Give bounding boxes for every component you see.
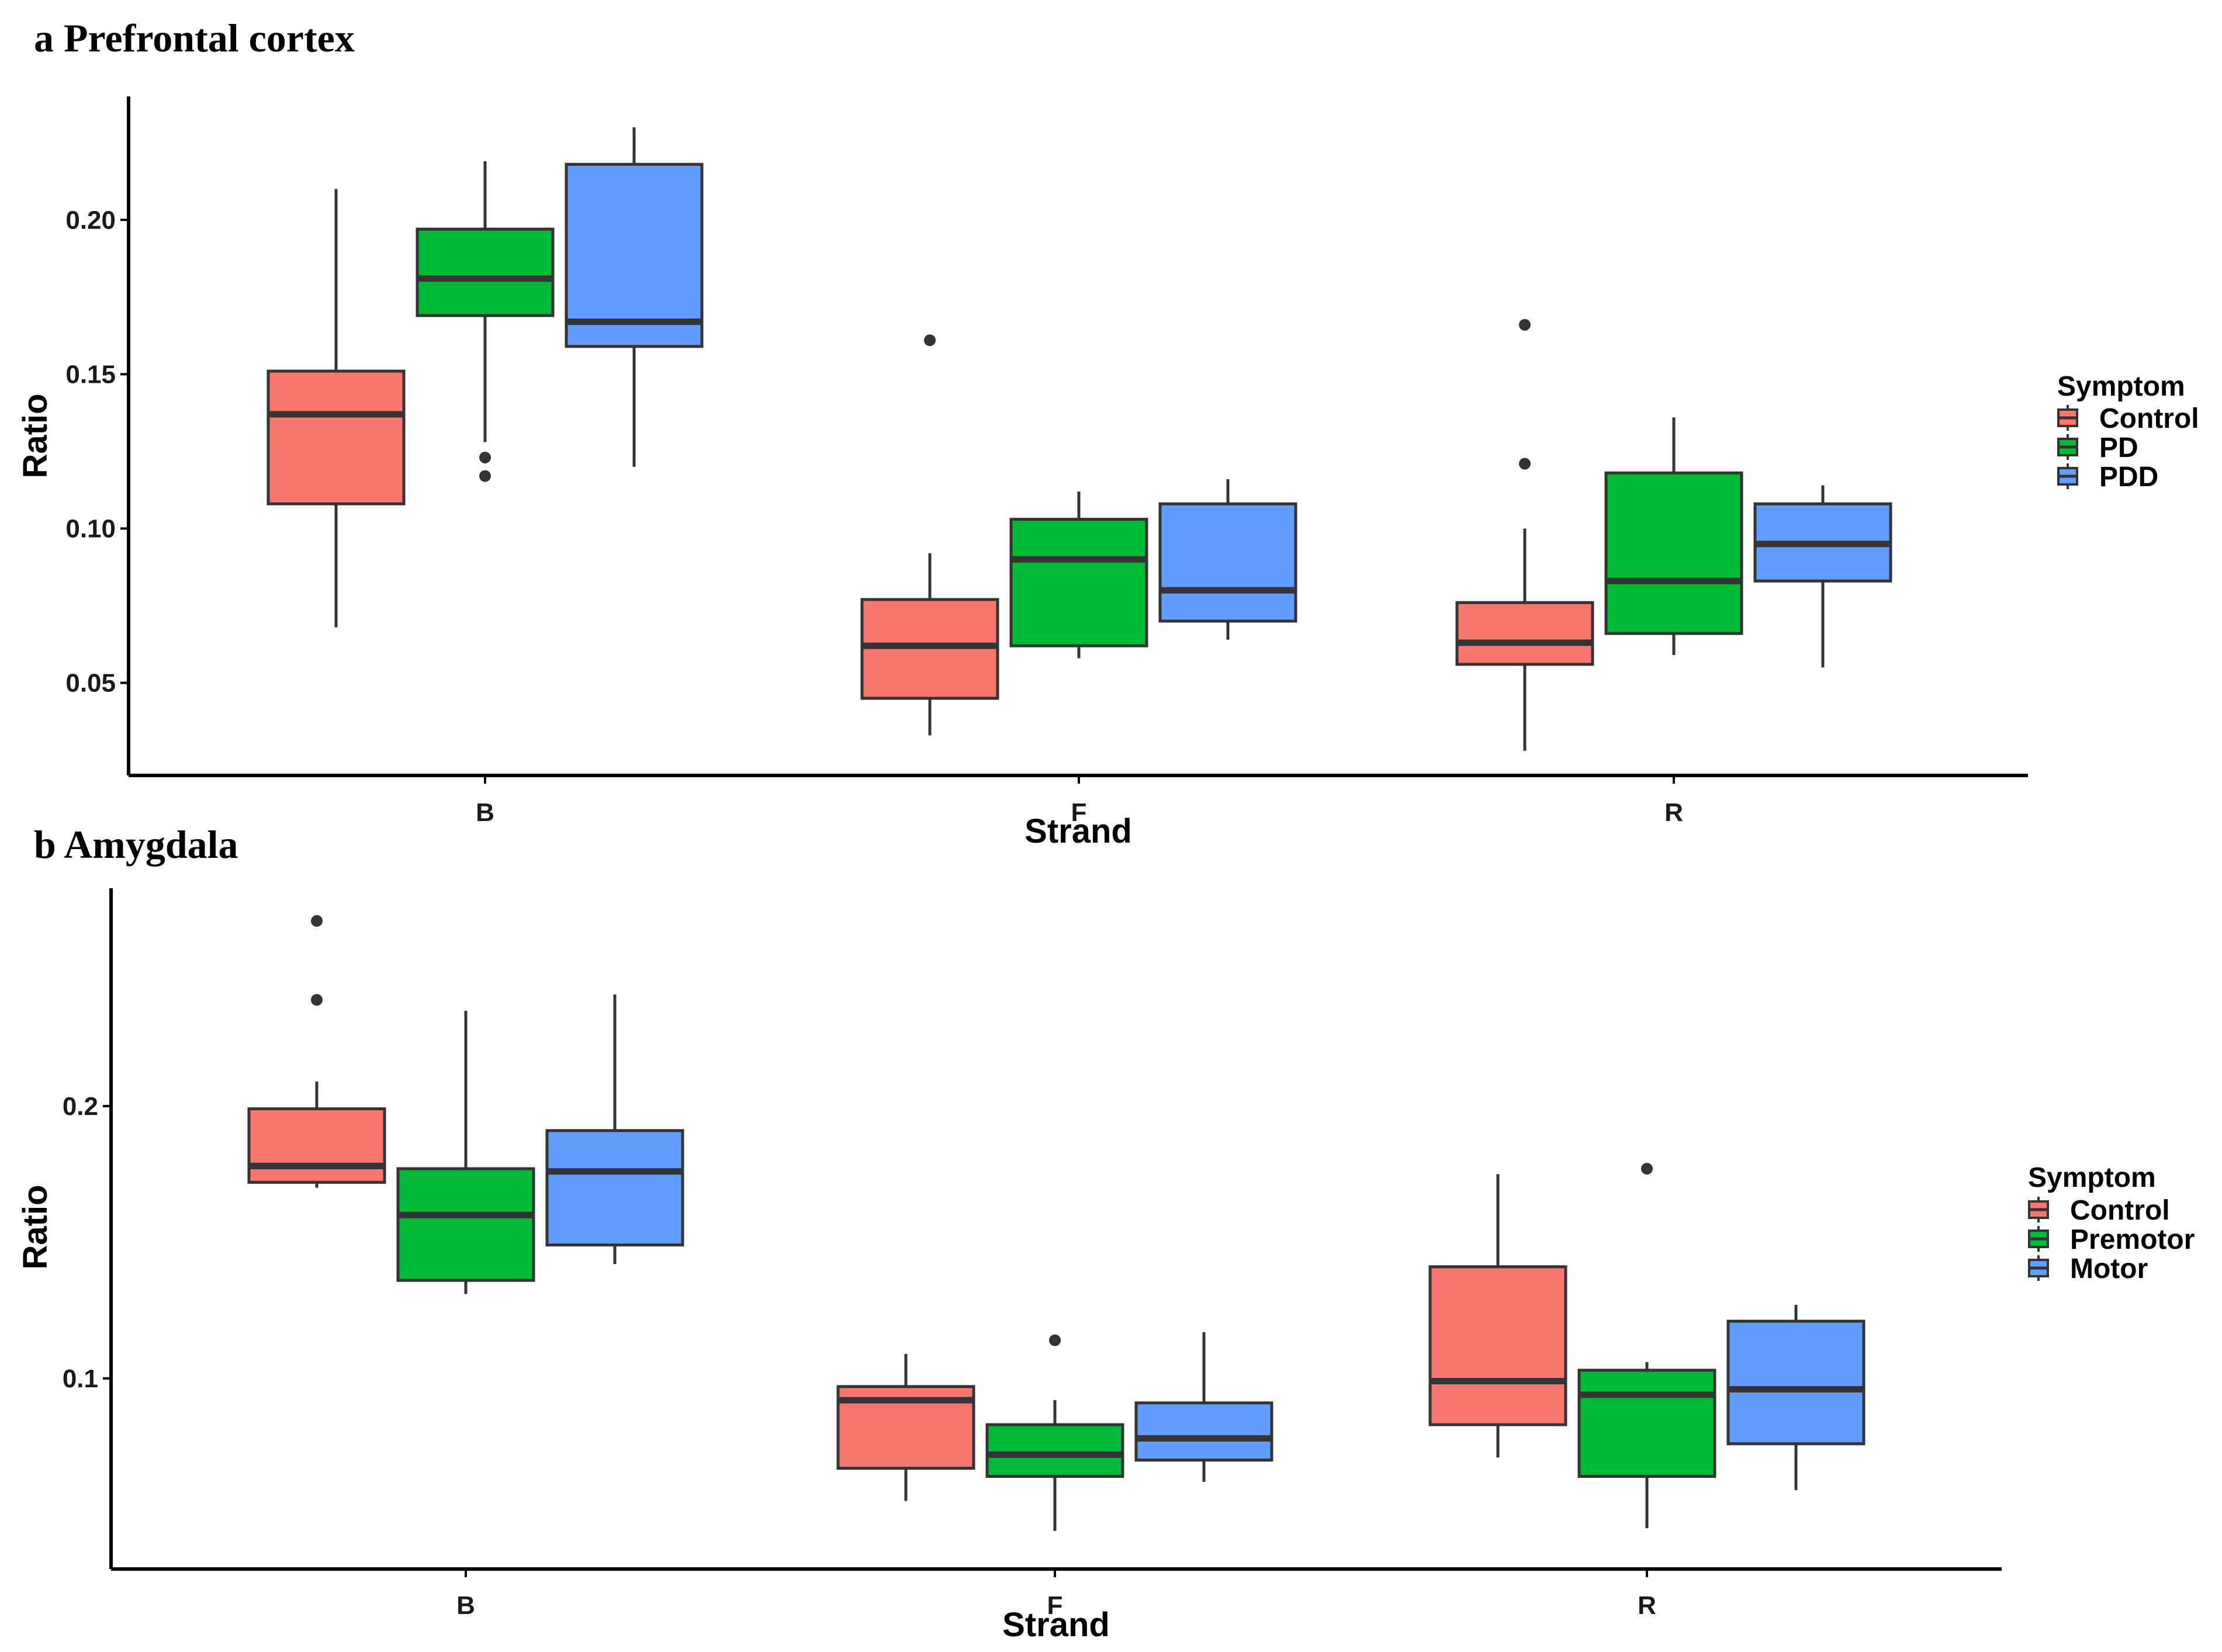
outlier-point bbox=[924, 334, 936, 347]
box-control-r bbox=[1428, 1174, 1567, 1457]
outlier-point bbox=[1049, 1334, 1061, 1346]
box-body bbox=[247, 1107, 386, 1184]
legend-item-pd: PD bbox=[2057, 432, 2138, 463]
box-control-f bbox=[836, 1353, 975, 1501]
panel-a-plot-area: 0.05 0.10 0.15 0.20 B F R bbox=[65, 127, 1892, 827]
box-premotor-b bbox=[396, 1010, 535, 1294]
box-control-b bbox=[247, 915, 386, 1188]
box-body bbox=[1455, 601, 1594, 666]
legend-label: Control bbox=[2070, 1195, 2170, 1226]
y-tick-label: 0.15 bbox=[65, 360, 116, 389]
panel-a-title: a Prefrontal cortex bbox=[34, 16, 355, 60]
panel-amygdala: b Amygdala 0.1 0.2 B F R Strand Ratio Sympto… bbox=[16, 822, 2195, 1644]
box-body bbox=[1604, 471, 1743, 635]
box-premotor-f bbox=[985, 1334, 1124, 1531]
y-tick-label: 0.10 bbox=[65, 514, 116, 543]
legend-item-premotor: Premotor bbox=[2028, 1224, 2195, 1255]
legend-label: Motor bbox=[2070, 1253, 2148, 1284]
panel-prefrontal-cortex: a Prefrontal cortex 0.050.100.150.20B F R … bbox=[16, 16, 2199, 850]
box-body bbox=[396, 1167, 535, 1282]
legend-item-control: Control bbox=[2057, 403, 2199, 434]
legend-label: PD bbox=[2099, 432, 2138, 463]
outlier-point bbox=[311, 994, 323, 1006]
box-premotor-r bbox=[1577, 1162, 1716, 1529]
box-pd-b bbox=[416, 161, 555, 482]
box-motor-b bbox=[545, 994, 684, 1265]
box-body bbox=[545, 1129, 684, 1246]
box-body bbox=[1158, 502, 1297, 623]
box-pd-f bbox=[1009, 491, 1148, 659]
panel-b-title: b Amygdala bbox=[34, 822, 238, 867]
box-body bbox=[1577, 1369, 1716, 1478]
y-tick-label: 0.20 bbox=[65, 206, 116, 234]
outlier-point bbox=[479, 451, 491, 463]
panel-b-x-axis-title: Strand bbox=[1002, 1606, 1110, 1644]
box-control-r bbox=[1455, 318, 1594, 751]
box-body bbox=[565, 162, 704, 348]
box-body bbox=[1726, 1319, 1865, 1446]
box-pd-r bbox=[1604, 417, 1743, 656]
box-motor-r bbox=[1726, 1304, 1865, 1490]
panel-b-plot-area: 0.1 0.2 B F R bbox=[63, 915, 1865, 1620]
panel-b-y-axis-title: Ratio bbox=[16, 1185, 54, 1270]
legend-label: Control bbox=[2099, 403, 2199, 434]
box-body bbox=[1428, 1265, 1567, 1426]
box-body bbox=[1134, 1401, 1273, 1462]
box-body bbox=[266, 369, 406, 505]
outlier-point bbox=[1641, 1162, 1653, 1175]
box-pdd-r bbox=[1753, 485, 1892, 668]
x-tick-label: R bbox=[1664, 798, 1683, 827]
y-tick-label: 0.05 bbox=[65, 669, 116, 698]
y-tick-label: 0.1 bbox=[63, 1364, 98, 1393]
legend-label: PDD bbox=[2099, 462, 2158, 493]
panel-a-x-axis-title: Strand bbox=[1025, 812, 1132, 850]
box-motor-f bbox=[1134, 1332, 1273, 1482]
box-pdd-b bbox=[565, 127, 704, 467]
x-tick-label: F bbox=[1047, 1591, 1063, 1620]
legend-label: Premotor bbox=[2070, 1224, 2195, 1255]
outlier-point bbox=[1519, 458, 1531, 470]
x-tick-label: B bbox=[476, 798, 494, 827]
y-tick-label: 0.2 bbox=[63, 1092, 98, 1121]
x-tick-label: F bbox=[1071, 798, 1087, 827]
outlier-point bbox=[1519, 318, 1531, 331]
legend-item-pdd: PDD bbox=[2057, 462, 2158, 493]
panel-b-legend-title: Symptom bbox=[2028, 1162, 2156, 1193]
outlier-point bbox=[479, 470, 491, 482]
panel-a-y-axis-title: Ratio bbox=[16, 394, 54, 479]
panel-a-legend-title: Symptom bbox=[2057, 371, 2185, 402]
legend-item-control: Control bbox=[2028, 1195, 2170, 1226]
outlier-point bbox=[311, 915, 323, 927]
x-tick-label: B bbox=[456, 1591, 475, 1620]
box-pdd-f bbox=[1158, 479, 1297, 640]
box-body bbox=[985, 1423, 1124, 1478]
box-control-f bbox=[860, 334, 999, 736]
legend-item-motor: Motor bbox=[2028, 1253, 2148, 1284]
box-body bbox=[1009, 518, 1148, 647]
box-control-b bbox=[266, 189, 406, 628]
x-tick-label: R bbox=[1638, 1591, 1656, 1620]
box-body bbox=[416, 227, 555, 317]
